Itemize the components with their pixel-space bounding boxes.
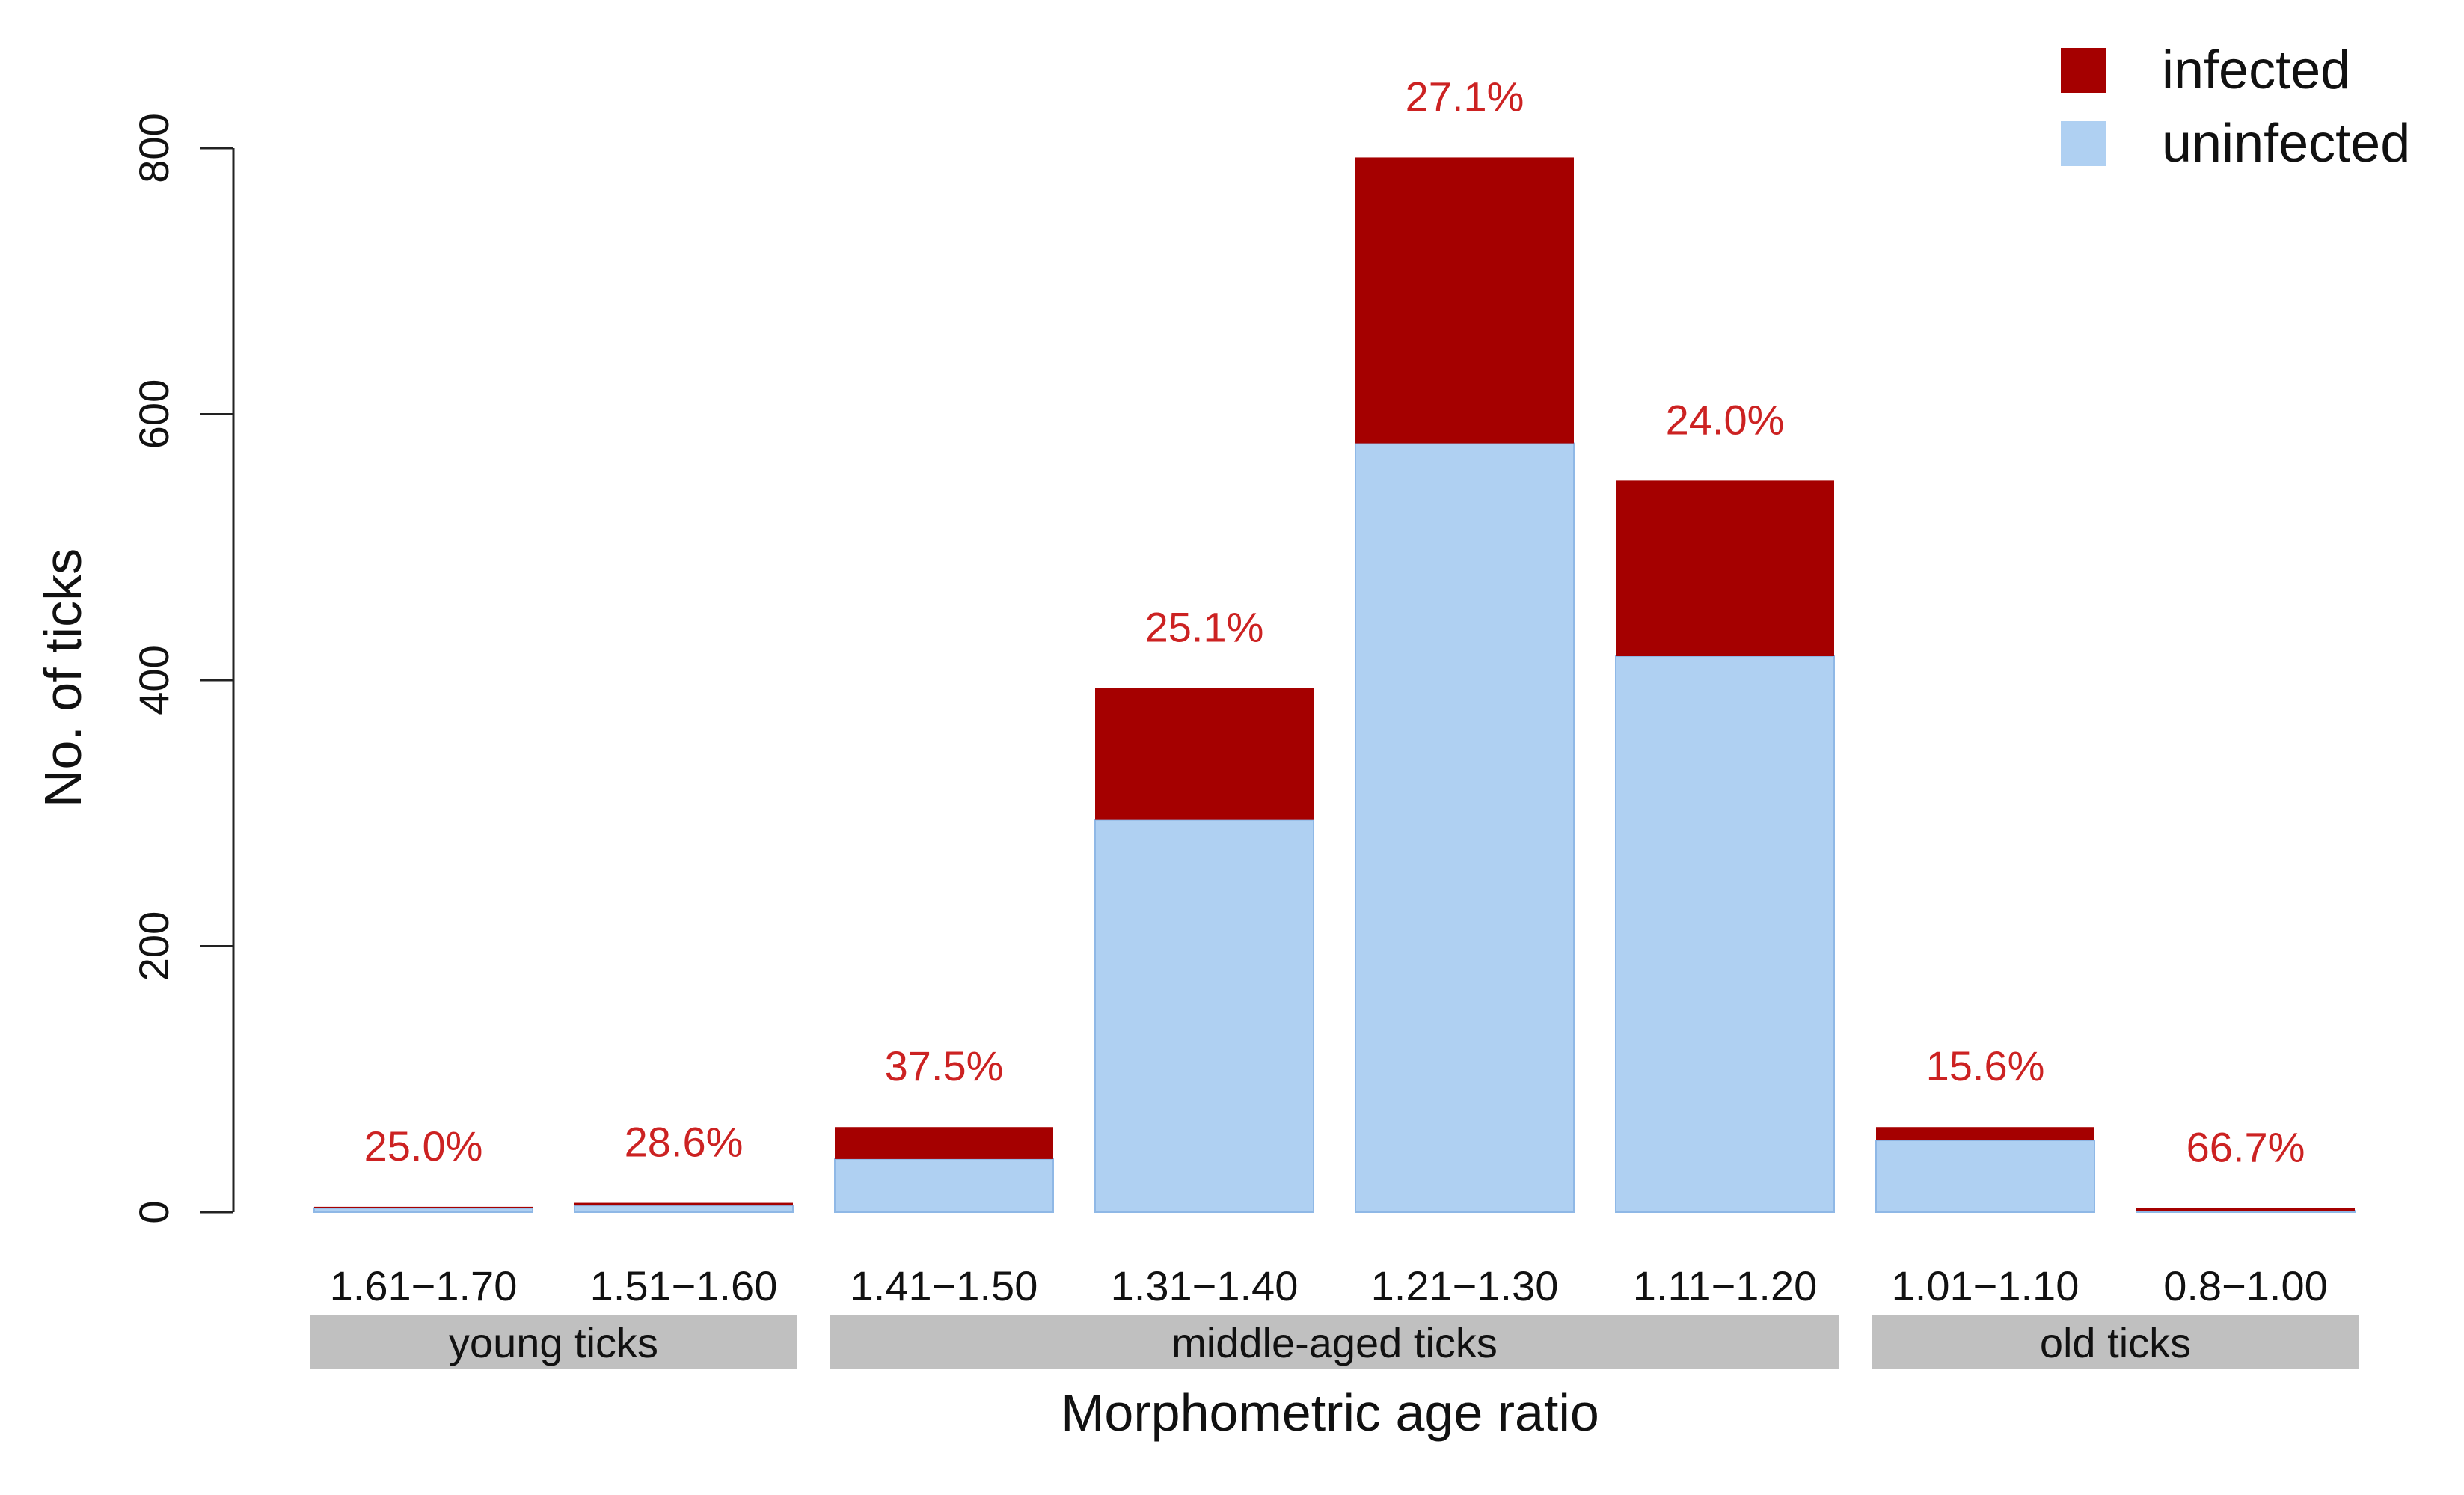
group-label-2: old ticks (2040, 1319, 2191, 1366)
group-label-0: young ticks (449, 1319, 658, 1366)
bar-infected-2 (835, 1127, 1053, 1159)
y-tick-label-3: 600 (130, 379, 177, 449)
bar-uninfected-0 (313, 1207, 533, 1213)
x-tick-label-1: 1.51−1.60 (590, 1262, 778, 1309)
bar-uninfected-6 (1875, 1140, 2095, 1214)
bars-layer (313, 157, 2356, 1214)
bar-uninfected-3 (1094, 819, 1314, 1213)
y-axis-title: No. of ticks (34, 548, 92, 807)
y-tick-label-4: 800 (130, 113, 177, 183)
bar-uninfected-7 (2136, 1210, 2356, 1214)
bar-label-4: 27.1% (1406, 73, 1524, 120)
legend-label-uninfected: uninfected (2162, 114, 2410, 174)
x-tick-label-4: 1.21−1.30 (1371, 1262, 1559, 1309)
bar-infected-5 (1616, 480, 1834, 657)
bar-label-6: 15.6% (1926, 1042, 2045, 1089)
bar-uninfected-4 (1355, 442, 1575, 1213)
bar-infected-1 (574, 1202, 793, 1206)
bar-uninfected-2 (834, 1158, 1054, 1214)
x-tick-label-2: 1.41−1.50 (851, 1262, 1038, 1309)
bar-label-5: 24.0% (1666, 396, 1785, 443)
legend-swatch-infected (2061, 48, 2106, 93)
x-category-labels: 1.61−1.70 1.51−1.60 1.41−1.50 1.31−1.40 1.21… (330, 1262, 2328, 1309)
x-tick-label-3: 1.31−1.40 (1111, 1262, 1299, 1309)
bar-label-3: 25.1% (1145, 604, 1264, 651)
bar-label-1: 28.6% (625, 1119, 744, 1166)
legend-swatch-uninfected (2061, 121, 2106, 166)
bar-label-7: 66.7% (2186, 1124, 2305, 1171)
y-axis: 0 200 400 600 800 (130, 113, 235, 1224)
bar-label-2: 37.5% (885, 1042, 1004, 1089)
x-tick-label-0: 1.61−1.70 (330, 1262, 518, 1309)
group-box-1 (830, 1315, 1839, 1369)
bar-uninfected-5 (1615, 655, 1835, 1213)
x-tick-label-7: 0.8−1.00 (2163, 1262, 2328, 1309)
bar-infected-7 (2136, 1208, 2355, 1211)
bar-labels-layer: 25.0% 28.6% 37.5% 25.1% 27.1% 24.0% 15.6% 66.7% (364, 73, 2305, 1170)
x-axis-title: Morphometric age ratio (1061, 1384, 1599, 1442)
legend-label-infected: infected (2162, 40, 2350, 100)
group-box-2 (1872, 1315, 2359, 1369)
bar-infected-6 (1876, 1127, 2094, 1141)
age-groups: young ticks middle-aged ticks old ticks (310, 1315, 2359, 1369)
x-tick-label-5: 1.11−1.20 (1633, 1262, 1818, 1309)
legend: infected uninfected (2061, 40, 2410, 174)
y-tick-label-2: 400 (130, 645, 177, 715)
group-label-1: middle-aged ticks (1171, 1319, 1498, 1366)
bar-infected-4 (1355, 157, 1574, 444)
bar-label-0: 25.0% (364, 1122, 483, 1170)
y-tick-label-0: 0 (130, 1200, 177, 1223)
group-box-0 (310, 1315, 797, 1369)
bar-uninfected-1 (574, 1205, 794, 1214)
y-tick-label-1: 200 (130, 911, 177, 981)
bar-infected-3 (1095, 688, 1314, 820)
x-tick-label-6: 1.01−1.10 (1892, 1262, 2080, 1309)
bar-infected-0 (314, 1206, 533, 1208)
